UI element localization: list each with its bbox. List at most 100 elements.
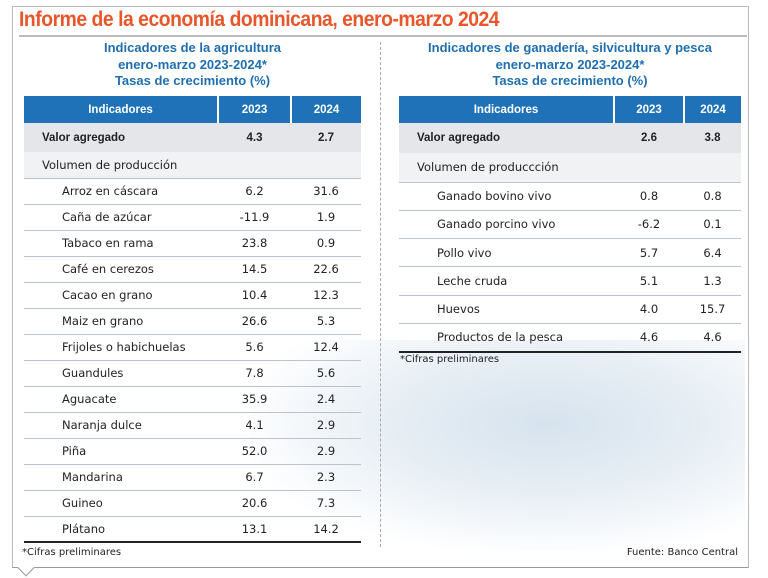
header-2023: 2023 xyxy=(218,96,292,123)
value-2024: 0.1 xyxy=(684,210,741,240)
volumen-row: Volumen de produccción xyxy=(399,153,741,183)
value-2023: 52.0 xyxy=(218,438,291,465)
header-indicadores: Indicadores xyxy=(24,96,219,123)
table-row: Huevos 4.0 15.7 xyxy=(399,295,741,324)
table-row: Cacao en grano 10.4 12.3 xyxy=(24,282,361,309)
row-label: Cacao en grano xyxy=(24,282,218,309)
value-2023: 4.1 xyxy=(218,412,291,439)
row-label: Volumen de producción xyxy=(24,152,361,179)
header-2023: 2023 xyxy=(614,96,685,123)
value-2023: 20.6 xyxy=(218,490,291,517)
table-row: Ganado porcino vivo -6.2 0.1 xyxy=(399,210,741,240)
value-2024: 5.3 xyxy=(291,308,361,335)
row-label: Tabaco en rama xyxy=(24,230,218,257)
row-label: Aguacate xyxy=(24,386,218,413)
row-label: Maiz en grano xyxy=(24,308,218,335)
row-label: Frijoles o habichuelas xyxy=(24,334,218,361)
row-label: Caña de azúcar xyxy=(24,204,218,231)
valor-agregado-row: Valor agregado 4.3 2.7 xyxy=(24,123,361,152)
value-2023: -6.2 xyxy=(614,210,684,240)
value-2024: 0.8 xyxy=(684,182,741,211)
left-subtitle-line: Tasas de crecimiento (%) xyxy=(114,73,271,88)
value-2024: 5.6 xyxy=(291,360,361,387)
value-2024: 2.3 xyxy=(291,464,361,491)
row-label: Huevos xyxy=(399,295,614,324)
row-label: Arroz en cáscara xyxy=(24,178,218,205)
table-row: Plátano 13.1 14.2 xyxy=(24,516,361,543)
value-2024: 15.7 xyxy=(684,295,741,324)
table-row: Mandarina 6.7 2.3 xyxy=(24,464,361,491)
table-row: Caña de azúcar -11.9 1.9 xyxy=(24,204,361,231)
value-2024: 1.3 xyxy=(684,266,741,296)
frame xyxy=(12,6,749,568)
left-subtitle-line: Indicadores de la agricultura xyxy=(104,40,281,55)
column-divider xyxy=(380,42,381,547)
right-subtitle: Indicadores de ganadería, silvicultura y… xyxy=(400,40,740,90)
right-subtitle-line: Tasas de crecimiento (%) xyxy=(492,73,648,88)
value-2023: 14.5 xyxy=(218,256,291,283)
row-label: Mandarina xyxy=(24,464,218,491)
value-2023: 35.9 xyxy=(218,386,291,413)
value-2023: 4.6 xyxy=(614,323,684,353)
table-row: Ganado bovino vivo 0.8 0.8 xyxy=(399,182,741,211)
value-2024: 2.9 xyxy=(291,438,361,465)
value-2023: 26.6 xyxy=(218,308,291,335)
row-label: Valor agregado xyxy=(24,123,218,152)
value-2024: 4.6 xyxy=(684,323,741,353)
header-2024: 2024 xyxy=(291,96,361,123)
row-label: Guineo xyxy=(24,490,218,517)
right-footnote: *Cifras preliminares xyxy=(400,354,500,365)
source-note: Fuente: Banco Central xyxy=(626,547,738,558)
table-header: Indicadores 2023 2024 xyxy=(24,96,361,123)
table-row: Productos de la pesca 4.6 4.6 xyxy=(399,323,741,353)
value-2023: 5.7 xyxy=(614,238,684,268)
value-2024: 14.2 xyxy=(291,516,361,543)
value-2024: 1.9 xyxy=(291,204,361,231)
value-2023: 6.7 xyxy=(218,464,291,491)
value-2023: 4.0 xyxy=(614,295,684,324)
right-subtitle-line: Indicadores de ganadería, silvicultura y… xyxy=(428,40,712,55)
value-2024: 6.4 xyxy=(684,238,741,268)
row-label: Naranja dulce xyxy=(24,412,218,439)
table-row: Arroz en cáscara 6.2 31.6 xyxy=(24,178,361,205)
header-2024: 2024 xyxy=(684,96,741,123)
livestock-table: Indicadores 2023 2024 Valor agregado 2.6… xyxy=(399,96,741,353)
value-2024: 0.9 xyxy=(291,230,361,257)
table-header: Indicadores 2023 2024 xyxy=(399,96,741,123)
volumen-row: Volumen de producción xyxy=(24,152,361,179)
right-subtitle-line: enero-marzo 2023-2024* xyxy=(495,56,645,72)
left-footnote: *Cifras preliminares xyxy=(22,547,122,558)
table-row: Leche cruda 5.1 1.3 xyxy=(399,266,741,296)
value-2023: 6.2 xyxy=(218,178,291,205)
header-indicadores: Indicadores xyxy=(399,96,615,123)
value-2024: 3.8 xyxy=(684,123,741,153)
left-subtitle: Indicadores de la agricultura enero-marz… xyxy=(24,40,361,90)
table-row: Café en cerezos 14.5 22.6 xyxy=(24,256,361,283)
value-2023: 2.6 xyxy=(614,123,684,153)
value-2023: 13.1 xyxy=(218,516,291,543)
page-title: Informe de la economía dominicana, enero… xyxy=(19,8,500,31)
value-2024: 12.3 xyxy=(291,282,361,309)
row-label: Guandules xyxy=(24,360,218,387)
value-2024: 2.7 xyxy=(291,123,361,152)
row-label: Productos de la pesca xyxy=(399,323,614,353)
value-2023: -11.9 xyxy=(218,204,291,231)
value-2023: 23.8 xyxy=(218,230,291,257)
value-2024: 22.6 xyxy=(291,256,361,283)
value-2023: 0.8 xyxy=(614,182,684,211)
value-2024: 31.6 xyxy=(291,178,361,205)
value-2024: 7.3 xyxy=(291,490,361,517)
agriculture-table: Indicadores 2023 2024 Valor agregado 4.3… xyxy=(24,96,361,543)
row-label: Leche cruda xyxy=(399,266,614,296)
value-2024: 2.4 xyxy=(291,386,361,413)
value-2024: 2.9 xyxy=(291,412,361,439)
row-label: Ganado bovino vivo xyxy=(399,182,614,211)
value-2023: 10.4 xyxy=(218,282,291,309)
row-label: Plátano xyxy=(24,516,218,543)
value-2023: 7.8 xyxy=(218,360,291,387)
row-label: Ganado porcino vivo xyxy=(399,210,614,240)
table-row: Frijoles o habichuelas 5.6 12.4 xyxy=(24,334,361,361)
valor-agregado-row: Valor agregado 2.6 3.8 xyxy=(399,123,741,153)
value-2023: 4.3 xyxy=(218,123,291,152)
table-row: Aguacate 35.9 2.4 xyxy=(24,386,361,413)
